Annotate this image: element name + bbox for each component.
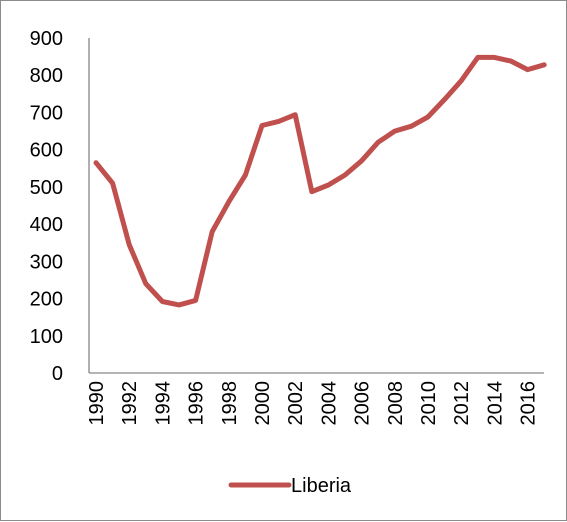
legend-label-liberia: Liberia	[291, 475, 352, 497]
x-tick-label: 2012	[451, 381, 473, 426]
x-tick-label: 2004	[318, 381, 340, 426]
y-tick-label: 0	[52, 363, 63, 385]
x-tick-label: 2010	[418, 381, 440, 426]
x-tick-label: 2016	[518, 381, 540, 426]
x-tick-label: 1990	[86, 381, 108, 426]
x-tick-label: 2000	[252, 381, 274, 426]
x-tick-label: 1992	[119, 381, 141, 426]
x-tick-label: 1996	[186, 381, 208, 426]
x-tick-labels: 1990 1992 1994 1996 1998 2000 2002 2004 2006 2008…	[86, 381, 540, 426]
y-tick-label: 600	[30, 140, 63, 162]
series-line-liberia	[93, 54, 547, 308]
y-tick-label: 400	[30, 214, 63, 236]
x-tick-label: 2014	[484, 381, 506, 426]
y-tick-label: 200	[30, 289, 63, 311]
y-tick-label: 800	[30, 65, 63, 87]
x-tick-label: 2006	[352, 381, 374, 426]
x-tick-label: 2008	[385, 381, 407, 426]
y-tick-label: 700	[30, 102, 63, 124]
y-tick-label: 900	[30, 28, 63, 50]
y-tick-label: 300	[30, 251, 63, 273]
y-tick-label: 100	[30, 326, 63, 348]
x-tick-label: 1994	[152, 381, 174, 426]
x-tick-label: 2002	[285, 381, 307, 426]
legend: Liberia	[228, 475, 352, 497]
x-tick-label: 1998	[219, 381, 241, 426]
y-tick-label: 500	[30, 177, 63, 199]
y-tick-labels: 0 100 200 300 400 500 600 700 800 900	[30, 28, 63, 385]
